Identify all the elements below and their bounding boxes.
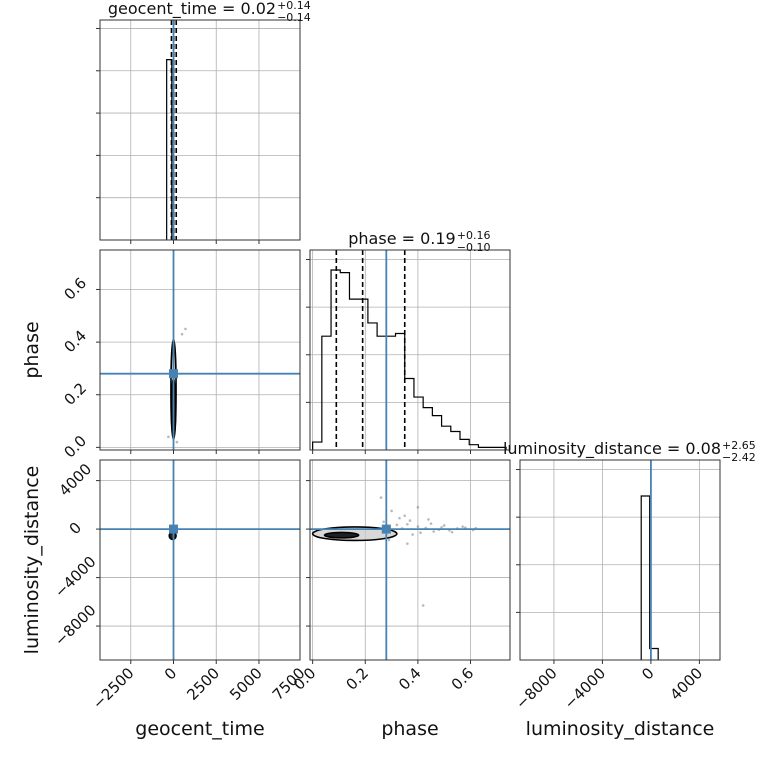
title-plus-geocent_time: +0.14 — [277, 0, 311, 12]
sample-point — [406, 542, 409, 545]
sample-point — [379, 496, 383, 499]
tick-label-x: −4000 — [561, 664, 610, 713]
title-luminosity_distance: luminosity_distance = 0.08 +2.65−2.42 — [503, 439, 756, 464]
panel-1-0-frame — [99, 249, 301, 451]
sample-point — [180, 332, 184, 336]
sample-point — [184, 327, 187, 331]
histogram-luminosity_distance — [640, 460, 659, 660]
sample-point — [398, 516, 401, 520]
panel-2-1-grid — [310, 460, 510, 660]
tick-label-y: 0.2 — [60, 379, 90, 409]
tick-label-x: 0 — [638, 664, 657, 683]
density-phase-luminosity_distance — [310, 460, 510, 660]
axis-label-x-luminosity_distance: luminosity_distance — [526, 718, 715, 740]
tick-label-y: 4000 — [55, 460, 95, 500]
sample-point — [450, 530, 454, 534]
panel-2-1-frame — [309, 459, 511, 661]
sample-point — [427, 518, 430, 521]
sample-point — [416, 505, 420, 509]
title-minus-luminosity_distance: −2.42 — [722, 451, 756, 464]
title-main-geocent_time: geocent_time = 0.02 — [108, 0, 276, 19]
truth-marker — [169, 369, 179, 379]
sample-point — [387, 538, 391, 542]
histogram-step-luminosity_distance — [640, 495, 659, 660]
title-plus-phase: +0.16 — [457, 229, 491, 242]
axis-label-x-geocent_time: geocent_time — [135, 718, 264, 740]
sample-point — [390, 509, 393, 513]
sample-point — [175, 440, 179, 444]
sample-point — [461, 525, 464, 528]
sample-point — [411, 533, 414, 536]
panel-2-2-frame — [519, 459, 721, 661]
tick-label-y: −4000 — [51, 553, 100, 602]
panel-0-0-frame — [99, 19, 301, 241]
title-geocent_time: geocent_time = 0.02 +0.14−0.14 — [108, 0, 311, 24]
sample-point — [429, 522, 433, 525]
axis-label-x-phase: phase — [381, 718, 438, 740]
sample-point — [167, 435, 170, 439]
sample-point — [421, 604, 425, 607]
panel-2-0-grid — [100, 460, 300, 660]
truth-marker — [381, 524, 391, 534]
density-contour-inner — [323, 531, 360, 539]
sample-point — [442, 524, 446, 527]
title-plus-luminosity_distance: +2.65 — [722, 439, 756, 452]
title-phase: phase = 0.19 +0.16−0.10 — [348, 229, 490, 254]
panel-1-0-grid — [100, 250, 300, 450]
tick-label-x: 0 — [161, 664, 180, 683]
panel-2-0-frame — [99, 459, 301, 661]
panel-0-0-grid — [96, 20, 300, 240]
axis-label-y-luminosity_distance: luminosity_distance — [21, 466, 43, 655]
tick-label-x: 2500 — [183, 664, 223, 704]
panel-1-1-grid — [306, 250, 510, 450]
tick-label-x: 0.4 — [395, 664, 425, 694]
panel-2-2-grid — [516, 460, 720, 660]
tick-label-x: 4000 — [666, 664, 706, 704]
tick-label-y: 0.0 — [60, 432, 90, 462]
tick-label-x: −8000 — [512, 664, 561, 713]
title-main-luminosity_distance: luminosity_distance = 0.08 — [503, 439, 721, 459]
title-main-phase: phase = 0.19 — [348, 229, 455, 248]
sample-point — [419, 531, 422, 535]
sample-point — [440, 525, 443, 529]
tick-label-x: −2500 — [89, 664, 138, 713]
truth-marker — [169, 524, 179, 534]
title-minus-geocent_time: −0.14 — [277, 11, 311, 24]
histogram-step-phase — [312, 269, 507, 450]
sample-point — [395, 523, 399, 527]
sample-point — [432, 530, 435, 533]
title-minus-phase: −0.10 — [457, 241, 491, 254]
panel-1-1-frame — [309, 249, 511, 451]
tick-label-y: 0 — [66, 519, 85, 538]
sample-point — [406, 522, 409, 526]
density-geocent_time-luminosity_distance — [100, 460, 300, 660]
tick-label-x: 5000 — [226, 664, 266, 704]
tick-label-x: 0.2 — [342, 664, 372, 694]
sample-point — [403, 514, 407, 518]
tick-label-y: −8000 — [51, 601, 100, 650]
tick-label-y: 0.6 — [60, 274, 90, 304]
axis-label-y-phase: phase — [21, 321, 43, 378]
histogram-geocent_time — [166, 20, 178, 240]
density-geocent_time-phase — [100, 250, 300, 450]
tick-label-x: 0.6 — [448, 664, 478, 694]
sample-point — [382, 520, 385, 524]
sample-point — [416, 525, 420, 528]
sample-point — [408, 519, 412, 522]
histogram-phase — [312, 250, 507, 450]
histogram-step-geocent_time — [166, 59, 177, 240]
tick-label-y: 0.4 — [60, 327, 90, 357]
